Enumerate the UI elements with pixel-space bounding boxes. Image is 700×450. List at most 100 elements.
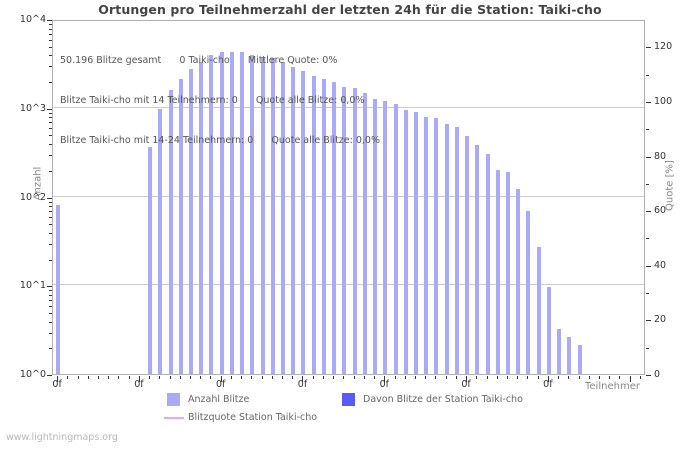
bar — [434, 118, 439, 374]
x-tick-mark-minor — [159, 376, 161, 379]
gridline — [53, 284, 644, 286]
y-tick-mark-left — [47, 375, 52, 376]
x-tick-mark-minor — [77, 376, 79, 379]
y-tick-mark-left-minor — [49, 117, 52, 119]
y-tick-mark-right-minor — [646, 183, 649, 185]
x-tick-mark-minor — [312, 376, 314, 379]
y-tick-mark-right — [646, 265, 651, 267]
x-tick-mark-minor — [374, 376, 376, 379]
x-tick-mark-minor — [435, 376, 437, 379]
y-tick-mark-left-minor — [49, 321, 52, 323]
y-tick-mark-left-minor — [49, 24, 52, 26]
y-axis-label-left: Anzahl — [32, 166, 44, 201]
x-tick-mark-minor — [455, 376, 457, 379]
x-tick-mark-minor — [322, 376, 324, 379]
y-tick-mark-right — [646, 211, 651, 213]
x-tick-mark-minor — [67, 376, 69, 379]
legend-label: Davon Blitze der Station Taiki-cho — [363, 394, 523, 405]
page-title: Ortungen pro Teilnehmerzahl der letzten … — [98, 2, 602, 17]
y-tick-mark-left-minor — [49, 55, 52, 57]
y-tick-label-right: 80 — [654, 150, 667, 162]
bar — [311, 75, 316, 374]
x-tick-label: 0f — [297, 379, 308, 390]
y-tick-mark-left-minor — [49, 206, 52, 208]
y-tick-mark-left-minor — [49, 299, 52, 301]
x-tick-label: 0f — [379, 379, 389, 390]
x-tick-mark-major — [384, 376, 386, 382]
x-tick-mark-minor — [128, 376, 130, 379]
bar — [352, 88, 357, 374]
bar — [240, 51, 245, 374]
x-tick-mark-major — [302, 376, 304, 382]
bar — [189, 69, 194, 374]
x-tick-mark-minor — [445, 376, 447, 379]
x-tick-mark-minor — [578, 376, 580, 379]
x-tick-mark-minor — [363, 376, 365, 379]
y-tick-mark-left — [47, 20, 52, 21]
bar — [321, 79, 326, 374]
y-tick-label-left: 10^0 — [19, 369, 46, 380]
y-tick-mark-left-minor — [49, 312, 52, 314]
x-tick-mark-minor — [425, 376, 427, 379]
bar — [495, 169, 500, 374]
y-tick-mark-right-minor — [646, 347, 649, 349]
legend-line-marker — [164, 417, 184, 419]
x-tick-mark-minor — [609, 376, 611, 379]
x-tick-mark-minor — [527, 376, 529, 379]
y-tick-mark-left-minor — [49, 348, 52, 350]
y-tick-mark-left-minor — [49, 290, 52, 292]
y-tick-label-right: 100 — [654, 95, 673, 107]
x-tick-mark-major — [466, 376, 468, 382]
bar — [485, 154, 490, 374]
annotation-block: 50.196 Blitze gesamt 0 Taiki-cho Mittler… — [60, 28, 380, 173]
y-tick-mark-left-minor — [49, 128, 52, 130]
annotation-line-3: Blitze Taiki-cho mit 14-24 Teilnehmern: … — [60, 134, 380, 146]
bar — [383, 100, 388, 374]
bar — [454, 127, 459, 374]
bar — [291, 66, 296, 374]
y-tick-mark-left-minor — [49, 259, 52, 261]
bar — [475, 145, 480, 374]
y-tick-label-right: 0 — [654, 369, 661, 380]
y-tick-mark-left-minor — [49, 82, 52, 84]
y-tick-mark-right — [646, 320, 651, 322]
y-tick-mark-left-minor — [49, 201, 52, 203]
x-tick-mark-minor — [190, 376, 192, 379]
x-tick-label: 0f — [461, 379, 471, 390]
y-tick-mark-left-minor — [49, 294, 52, 296]
x-tick-mark-minor — [394, 376, 396, 379]
x-tick-mark-minor — [251, 376, 253, 379]
bar — [56, 205, 61, 374]
x-tick-mark-minor — [200, 376, 202, 379]
x-axis-label: Teilnehmer — [585, 381, 640, 392]
annotation-line-2: Blitze Taiki-cho mit 14 Teilnehmern: 0 Q… — [60, 95, 365, 107]
y-tick-mark-left-minor — [49, 112, 52, 114]
x-tick-mark-minor — [271, 376, 273, 379]
x-tick-mark-minor — [353, 376, 355, 379]
bar — [148, 147, 153, 374]
plot-area — [52, 20, 645, 375]
y-tick-mark-right — [646, 375, 651, 376]
y-tick-mark-right — [646, 47, 651, 49]
x-tick-mark-minor — [619, 376, 621, 379]
bar — [342, 87, 347, 374]
y-tick-label-right: 20 — [654, 314, 667, 326]
bar — [516, 189, 521, 374]
bar — [270, 58, 275, 374]
y-tick-mark-left — [47, 197, 52, 199]
y-tick-mark-left-minor — [49, 217, 52, 219]
x-tick-mark-minor — [292, 376, 294, 379]
bar — [465, 136, 470, 374]
y-tick-mark-left-minor — [49, 155, 52, 157]
x-tick-mark-minor — [506, 376, 508, 379]
y-axis-label-right: Quote [%] — [664, 160, 676, 211]
x-tick-mark-minor — [108, 376, 110, 379]
y-tick-mark-left-minor — [49, 28, 52, 30]
y-tick-mark-right — [646, 156, 651, 158]
x-tick-mark-minor — [149, 376, 151, 379]
y-tick-mark-left — [47, 286, 52, 288]
x-tick-label: 0f — [52, 379, 62, 390]
x-tick-mark-minor — [343, 376, 345, 379]
x-tick-label: 0f — [215, 379, 226, 390]
bar — [168, 89, 173, 374]
